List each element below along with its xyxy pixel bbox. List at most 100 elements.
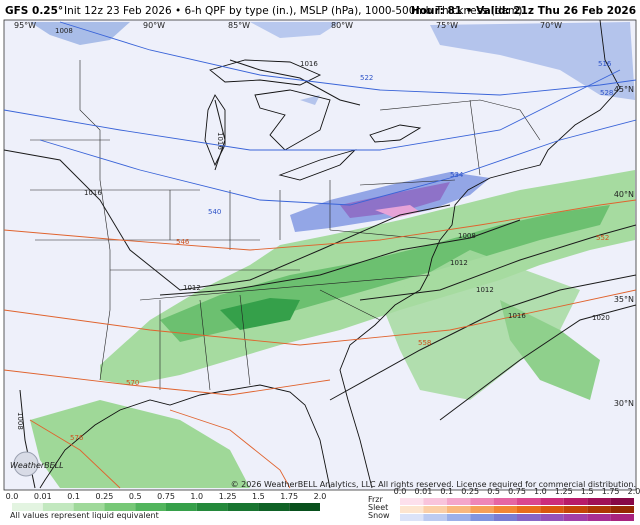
colorbar-label: 2.0: [628, 487, 640, 496]
colorbar-label: 0.75: [508, 487, 526, 496]
isobar: [439, 304, 637, 421]
map-title: Init 12z 23 Feb 2026 • 6-h QPF by type (…: [64, 5, 522, 17]
thickness-label: 546: [176, 238, 190, 246]
colorbar-label: 1.75: [280, 492, 298, 501]
lake-ontario: [369, 124, 422, 143]
colorbar-swatch: [470, 506, 494, 513]
snow-area: [340, 182, 450, 218]
colorbar-swatch: [227, 503, 259, 511]
thickness-label: 522: [360, 74, 373, 82]
isobar-label: 1008: [458, 232, 476, 240]
colorbar-label: 1.5: [581, 487, 594, 496]
colorbar-swatch: [540, 514, 564, 521]
colorbar-label: 0.25: [95, 492, 113, 501]
isobar: [229, 59, 361, 106]
thickness-label: 540: [208, 208, 221, 216]
colorbar-label: 0.5: [487, 487, 500, 496]
longitude-label: 95°W: [14, 21, 36, 30]
lake-erie: [278, 149, 357, 181]
colorbar-swatch: [446, 514, 471, 521]
isobar-label: 1008: [55, 27, 73, 35]
thickness-line: [39, 119, 637, 206]
legend: All values represent liquid equivalent F…: [6, 487, 640, 521]
isobar-label: 1016: [300, 60, 318, 68]
colorbar-swatch: [517, 498, 541, 505]
colorbar-swatch: [470, 514, 494, 521]
isobar: [214, 99, 226, 171]
colorbar-label: 0.1: [67, 492, 80, 501]
thickness-label: 516: [598, 60, 612, 68]
colorbar-label: 0.0: [394, 487, 407, 496]
legend-type: Frzr: [368, 495, 384, 504]
latitude-label: 30°N: [614, 399, 634, 408]
colorbar-label: 1.5: [252, 492, 265, 501]
colorbar-label: 1.25: [555, 487, 573, 496]
colorbar-swatch: [587, 506, 611, 513]
colorbar-swatch: [42, 503, 74, 511]
colorbar-swatch: [563, 506, 588, 513]
colorbar-swatch: [587, 498, 611, 505]
thickness-label: 576: [70, 434, 84, 442]
colorbar-label: 1.0: [190, 492, 203, 501]
thickness-line: [169, 409, 291, 489]
state-borders: [30, 60, 541, 391]
isobar: [359, 224, 637, 301]
thickness-line: [29, 419, 121, 489]
thickness-line: [3, 289, 637, 346]
isobar-label: 1016: [508, 312, 526, 320]
colorbar-label: 0.75: [157, 492, 175, 501]
colorbar-swatch: [446, 498, 471, 505]
isobar-label: 1020: [592, 314, 610, 322]
colorbar-label: 1.25: [219, 492, 237, 501]
latitude-label: 35°N: [614, 295, 634, 304]
colorbar-swatch: [423, 498, 447, 505]
logo: WeatherBELL: [10, 461, 64, 470]
rain-area: [380, 250, 580, 400]
colorbar-swatch: [400, 514, 424, 521]
isobar-label: 1012: [450, 259, 468, 267]
colorbar-swatch: [563, 498, 588, 505]
colorbar-swatch: [104, 503, 136, 511]
colorbar-swatch: [446, 506, 471, 513]
colorbar-swatch: [400, 506, 424, 513]
colorbar-swatch: [517, 506, 541, 513]
colorbar-label: 0.1: [440, 487, 453, 496]
colorbar-label: 0.0: [6, 492, 19, 501]
latitude-label: 45°N: [614, 85, 634, 94]
latitude-label: 40°N: [614, 190, 634, 199]
snow-area: [430, 22, 635, 100]
thickness-line: [3, 199, 637, 251]
colorbar-swatch: [423, 514, 447, 521]
longitude-label: 80°W: [331, 21, 353, 30]
isobar: [3, 149, 451, 291]
isobar-label: 1016: [84, 189, 102, 197]
model-name: GFS 0.25°: [5, 5, 63, 17]
mix-area: [375, 205, 420, 218]
snow-area: [250, 22, 340, 38]
colorbar-label: 0.01: [414, 487, 432, 496]
colorbar-label: 1.75: [602, 487, 620, 496]
longitude-label: 90°W: [143, 21, 165, 30]
colorbar-swatch: [470, 498, 494, 505]
colorbar-swatch: [493, 498, 517, 505]
isobar: [159, 219, 521, 296]
colorbar-swatch: [196, 503, 228, 511]
valid-time: Hour: 81 • Valid: 21z Thu 26 Feb 2026: [411, 5, 636, 17]
logo-globe: [13, 451, 39, 477]
colorbar-swatch: [423, 506, 447, 513]
isobar-label: 1012: [476, 286, 494, 294]
isobar: [329, 274, 637, 401]
thickness-label: 570: [126, 379, 139, 387]
colorbar-swatch: [166, 503, 197, 511]
thickness-label: 552: [596, 234, 609, 242]
colorbar-swatch: [587, 514, 611, 521]
colorbar-swatch: [610, 506, 634, 513]
thickness-label: 528: [600, 89, 613, 97]
map: 95°W 90°W 85°W 80°W 75°W 70°W 45°N 40°N …: [3, 19, 637, 491]
rain-area: [500, 300, 600, 400]
colorbar-label: 1.0: [534, 487, 547, 496]
colorbar-swatch: [135, 503, 166, 511]
colorbar-swatch: [12, 503, 43, 511]
colorbar-label: 0.01: [34, 492, 52, 501]
colorbar-swatch: [73, 503, 105, 511]
